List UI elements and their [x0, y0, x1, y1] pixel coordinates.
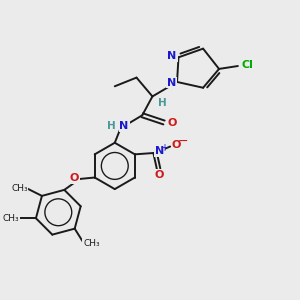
- Text: N: N: [167, 51, 177, 61]
- Text: Cl: Cl: [242, 60, 254, 70]
- Text: O: O: [70, 173, 79, 183]
- Text: H: H: [158, 98, 167, 108]
- Text: O: O: [167, 118, 177, 128]
- Text: −: −: [178, 135, 188, 148]
- Text: CH₃: CH₃: [3, 214, 19, 223]
- Text: N: N: [167, 77, 176, 88]
- Text: N: N: [119, 121, 129, 131]
- Text: O: O: [154, 170, 164, 180]
- Text: N: N: [155, 146, 164, 156]
- Text: O: O: [172, 140, 181, 150]
- Text: +: +: [160, 143, 168, 153]
- Text: CH₃: CH₃: [83, 239, 100, 248]
- Text: H: H: [107, 121, 116, 131]
- Text: CH₃: CH₃: [11, 184, 28, 193]
